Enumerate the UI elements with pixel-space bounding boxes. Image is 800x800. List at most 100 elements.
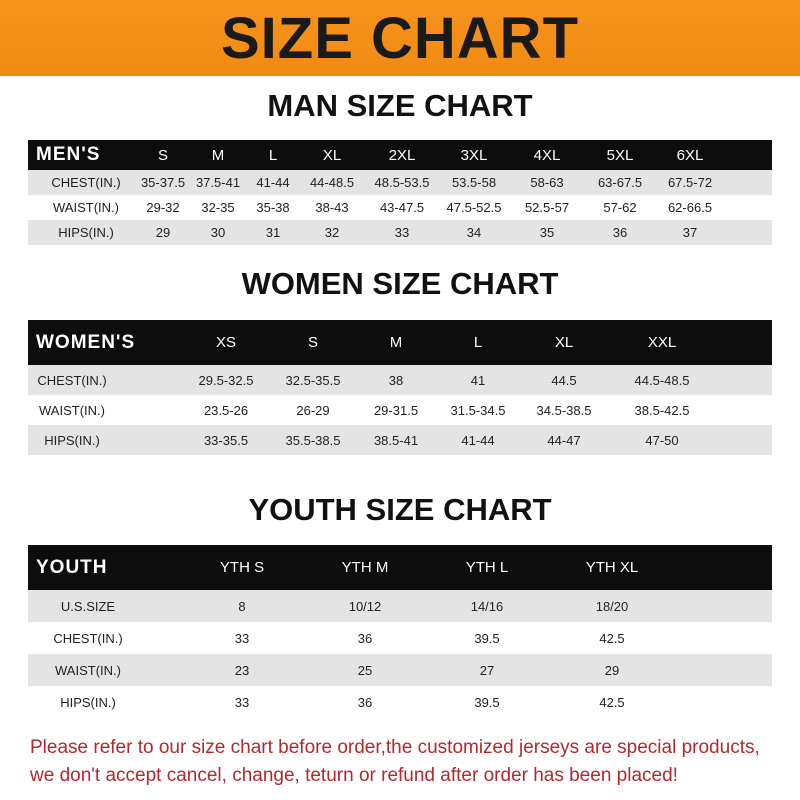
- table-cell: 10/12: [348, 598, 382, 614]
- size-header-cell: XL: [322, 146, 342, 164]
- table-cell: 42.5: [599, 694, 625, 710]
- row-label: CHEST(IN.): [51, 175, 121, 190]
- table-cell: 44-47: [547, 432, 581, 448]
- table-cell: 42.5: [599, 630, 625, 646]
- footer-line-1: Please refer to our size chart before or…: [30, 737, 760, 758]
- size-header-cell: 5XL: [606, 146, 634, 164]
- size-header-cell: 2XL: [388, 146, 416, 164]
- table-title-cell: MEN'S: [36, 144, 101, 165]
- table-cell: 38: [388, 372, 404, 388]
- youth-title: YOUTH SIZE CHART: [248, 492, 552, 527]
- table-row: CHEST(IN.) 35-37.5 37.5-41 41-44 44-48.5 48.5…: [28, 170, 772, 195]
- size-header-cell: XXL: [647, 334, 677, 351]
- table-cell: 37.5-41: [195, 175, 241, 190]
- row-label: CHEST(IN.): [53, 630, 123, 646]
- table-cell: 32-35: [201, 200, 235, 215]
- size-header-cell: S: [307, 334, 319, 351]
- men-size-table: MEN'S S M L XL 2XL 3XL 4XL 5XL 6XL CHEST(IN.) 35-37…: [28, 140, 772, 245]
- table-row: HIPS(IN.) 33 36 39.5 42.5: [28, 686, 772, 718]
- table-row: HIPS(IN.) 29 30 31 32 33 34 35 36 37: [28, 220, 772, 245]
- size-header-cell: YTH XL: [585, 559, 639, 576]
- row-label: WAIST(IN.): [39, 402, 105, 418]
- table-row: HIPS(IN.) 33-35.5 35.5-38.5 38.5-41 41-44 44-…: [28, 425, 772, 455]
- size-header-cell: L: [473, 334, 483, 351]
- table-cell: 41-44: [461, 432, 495, 448]
- table-cell: 29.5-32.5: [198, 372, 254, 388]
- table-cell: 34: [466, 225, 482, 240]
- row-label: HIPS(IN.): [44, 432, 100, 448]
- size-header-cell: L: [268, 146, 278, 164]
- table-header-row: WOMEN'S XS S M L XL XXL: [28, 320, 772, 365]
- table-cell: 47.5-52.5: [446, 200, 502, 215]
- table-cell: 53.5-58: [451, 175, 497, 190]
- men-title: MAN SIZE CHART: [267, 88, 533, 123]
- size-header-cell: 4XL: [533, 146, 561, 164]
- table-row: CHEST(IN.) 33 36 39.5 42.5: [28, 622, 772, 654]
- table-row: U.S.SIZE 8 10/12 14/16 18/20: [28, 590, 772, 622]
- table-cell: 58-63: [530, 175, 564, 190]
- table-cell: 44.5-48.5: [634, 372, 690, 388]
- size-header-cell: YTH M: [341, 559, 389, 576]
- size-header-cell: M: [389, 334, 403, 351]
- table-cell: 33: [234, 630, 250, 646]
- table-cell: 29-31.5: [373, 402, 419, 418]
- table-cell: 39.5: [474, 694, 500, 710]
- table-cell: 26-29: [296, 402, 330, 418]
- row-label: HIPS(IN.): [60, 694, 116, 710]
- size-header-cell: M: [211, 146, 225, 164]
- table-cell: 38-43: [315, 200, 349, 215]
- row-label: HIPS(IN.): [58, 225, 114, 240]
- table-cell: 23.5-26: [203, 402, 249, 418]
- table-cell: 14/16: [470, 598, 504, 614]
- table-cell: 52.5-57: [524, 200, 570, 215]
- table-cell: 44.5: [551, 372, 577, 388]
- size-header-cell: S: [157, 146, 169, 164]
- table-cell: 47-50: [645, 432, 679, 448]
- table-cell: 29: [155, 225, 171, 240]
- table-cell: 30: [210, 225, 226, 240]
- table-cell: 62-66.5: [667, 200, 713, 215]
- table-row: CHEST(IN.) 29.5-32.5 32.5-35.5 38 41 44.5 44.5…: [28, 365, 772, 395]
- row-label: WAIST(IN.): [53, 200, 119, 215]
- table-cell: 57-62: [603, 200, 637, 215]
- footer-line-2: we don't accept cancel, change, teturn o…: [30, 765, 678, 786]
- table-cell: 18/20: [595, 598, 629, 614]
- size-header-cell: 3XL: [460, 146, 488, 164]
- table-cell: 33-35.5: [203, 432, 249, 448]
- table-cell: 38.5-41: [373, 432, 419, 448]
- table-cell: 29: [604, 662, 620, 678]
- table-cell: 41: [470, 372, 486, 388]
- youth-size-table: YOUTH YTH S YTH M YTH L YTH XL U.S.SIZE 8 10/12…: [28, 545, 772, 718]
- table-cell: 35-37.5: [140, 175, 186, 190]
- table-cell: 39.5: [474, 630, 500, 646]
- table-header-row: MEN'S S M L XL 2XL 3XL 4XL 5XL 6XL: [28, 140, 772, 170]
- size-header-cell: 6XL: [676, 146, 704, 164]
- table-cell: 35: [539, 225, 555, 240]
- table-cell: 36: [357, 630, 373, 646]
- table-cell: 43-47.5: [379, 200, 425, 215]
- size-header-cell: YTH S: [219, 559, 265, 576]
- table-cell: 41-44: [256, 175, 290, 190]
- table-cell: 35.5-38.5: [285, 432, 341, 448]
- table-cell: 48.5-53.5: [374, 175, 430, 190]
- table-cell: 31.5-34.5: [450, 402, 506, 418]
- table-cell: 67.5-72: [667, 175, 713, 190]
- row-label: CHEST(IN.): [37, 372, 107, 388]
- table-cell: 38.5-42.5: [634, 402, 690, 418]
- table-title-cell: WOMEN'S: [36, 331, 136, 353]
- row-label: U.S.SIZE: [60, 598, 116, 614]
- table-cell: 31: [265, 225, 281, 240]
- footer-notice: Please refer to our size chart before or…: [30, 734, 790, 790]
- table-cell: 63-67.5: [597, 175, 643, 190]
- table-cell: 33: [394, 225, 410, 240]
- row-label: WAIST(IN.): [55, 662, 121, 678]
- size-chart-banner: SIZE CHART: [0, 0, 800, 76]
- table-cell: 36: [612, 225, 628, 240]
- table-cell: 36: [357, 694, 373, 710]
- table-cell: 33: [234, 694, 250, 710]
- table-cell: 23: [234, 662, 250, 678]
- women-title: WOMEN SIZE CHART: [241, 266, 559, 301]
- table-header-row: YOUTH YTH S YTH M YTH L YTH XL: [28, 545, 772, 590]
- size-header-cell: XL: [554, 334, 574, 351]
- table-row: WAIST(IN.) 29-32 32-35 35-38 38-43 43-47.5 47.…: [28, 195, 772, 220]
